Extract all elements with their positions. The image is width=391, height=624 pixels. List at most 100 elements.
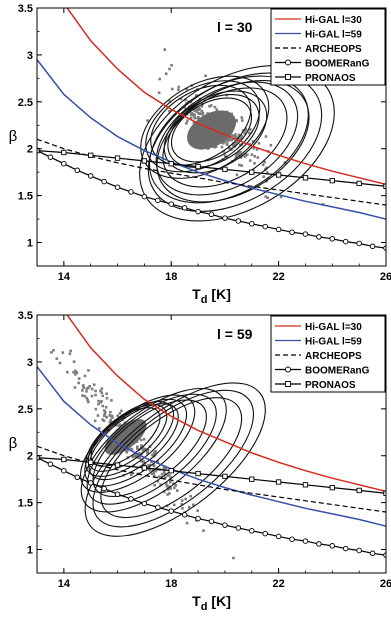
scatter-point bbox=[164, 72, 168, 76]
scatter-point bbox=[146, 450, 149, 454]
legend-label: Hi-GAL l=59 bbox=[305, 337, 362, 348]
scatter-point bbox=[192, 112, 195, 116]
scatter-point bbox=[196, 509, 199, 512]
series-marker bbox=[302, 538, 309, 544]
scatter-point bbox=[197, 108, 201, 112]
series-pronaos bbox=[37, 454, 386, 496]
scatter-point bbox=[162, 470, 166, 473]
scatter-point bbox=[66, 370, 69, 374]
scatter-point bbox=[168, 67, 171, 71]
scatter-point bbox=[234, 135, 237, 139]
series-archeops bbox=[37, 445, 386, 513]
scatter-point bbox=[240, 134, 244, 138]
contour-line bbox=[156, 79, 310, 203]
scatter-point bbox=[240, 119, 244, 122]
y-tick-label: 2 bbox=[27, 144, 33, 156]
y-tick-label: 1 bbox=[27, 545, 33, 557]
series-marker bbox=[155, 504, 161, 511]
series-marker bbox=[37, 454, 40, 461]
series-marker bbox=[101, 178, 107, 185]
series-marker bbox=[74, 474, 81, 481]
series-marker bbox=[329, 484, 335, 491]
series-marker bbox=[47, 461, 54, 467]
scatter-point bbox=[239, 156, 243, 159]
scatter-point bbox=[146, 448, 150, 452]
scatter-point bbox=[177, 85, 181, 89]
scatter-point bbox=[97, 399, 100, 403]
scatter-point bbox=[227, 146, 231, 150]
scatter-point bbox=[85, 390, 88, 393]
scatter-point bbox=[99, 389, 102, 393]
series-marker bbox=[114, 184, 121, 190]
legend-item: Hi-GAL l=30 bbox=[275, 322, 362, 333]
scatter-point bbox=[228, 138, 232, 142]
series-marker bbox=[383, 552, 386, 558]
scatter-point bbox=[263, 160, 266, 164]
scatter-point bbox=[141, 460, 145, 464]
series-marker bbox=[195, 163, 201, 170]
scatter-point bbox=[215, 108, 219, 111]
scatter-point bbox=[243, 155, 247, 159]
scatter-point bbox=[94, 389, 97, 393]
contour-line bbox=[92, 389, 255, 528]
y-tick-label: 1 bbox=[27, 238, 33, 250]
scatter-point bbox=[164, 467, 168, 471]
series-marker bbox=[262, 530, 268, 537]
scatter-point bbox=[72, 371, 75, 374]
legend: Hi-GAL l=30 Hi-GAL l=59 ARCHEOPS BOOMERanG P… bbox=[270, 315, 386, 393]
scatter-point bbox=[266, 196, 270, 200]
contour-line bbox=[86, 393, 217, 505]
series-marker bbox=[88, 459, 94, 465]
series-marker bbox=[222, 166, 228, 173]
scatter-point bbox=[137, 452, 141, 455]
series-line bbox=[37, 138, 386, 206]
scatter-point bbox=[244, 153, 248, 156]
scatter-point bbox=[234, 155, 238, 159]
scatter-point bbox=[192, 503, 195, 507]
legend-label: ARCHEOPS bbox=[305, 44, 362, 55]
contour-line bbox=[87, 404, 168, 472]
y-tick-label: 2.5 bbox=[18, 97, 33, 109]
x-axis-label-unit: [K] bbox=[211, 593, 230, 609]
x-axis-label-unit: [K] bbox=[211, 286, 230, 302]
series-marker bbox=[249, 476, 255, 482]
scatter-point bbox=[189, 100, 193, 104]
scatter-point bbox=[202, 529, 205, 532]
series-marker bbox=[47, 154, 54, 160]
scatter-point bbox=[83, 374, 87, 378]
legend-label: BOOMERanG bbox=[305, 366, 370, 377]
scatter-point bbox=[167, 473, 171, 477]
contour-line bbox=[170, 97, 253, 163]
x-axis-label-main: T bbox=[192, 593, 201, 609]
scatter-point bbox=[100, 387, 104, 390]
scatter-point bbox=[124, 449, 128, 452]
scatter-point bbox=[97, 402, 100, 406]
scatter-point bbox=[264, 195, 268, 198]
scatter-point bbox=[159, 483, 162, 486]
series-marker bbox=[342, 238, 349, 245]
scatter-point bbox=[201, 111, 205, 115]
series-marker bbox=[356, 180, 362, 187]
scatter-point bbox=[103, 414, 106, 418]
scatter-point bbox=[233, 144, 237, 148]
series-marker bbox=[275, 533, 282, 540]
series-marker bbox=[168, 161, 174, 167]
legend-label: PRONAOS bbox=[305, 380, 356, 391]
scatter-point bbox=[172, 482, 175, 485]
series-hi-gal-l-59 bbox=[37, 59, 386, 220]
legend-item: ARCHEOPS bbox=[275, 351, 362, 362]
scatter-point bbox=[77, 377, 81, 380]
series-marker bbox=[61, 467, 67, 474]
scatter-point bbox=[193, 113, 196, 117]
series-marker bbox=[342, 545, 349, 552]
scatter-point bbox=[108, 414, 112, 417]
scatter-point bbox=[253, 155, 257, 158]
series-boomerang bbox=[37, 454, 386, 558]
scatter-point bbox=[141, 446, 145, 450]
scatter-point bbox=[232, 134, 235, 138]
scatter-point bbox=[163, 48, 167, 51]
scatter-point bbox=[146, 119, 149, 122]
x-tick-label: 22 bbox=[272, 271, 284, 283]
scatter-point bbox=[72, 360, 76, 363]
series-marker bbox=[329, 543, 336, 549]
